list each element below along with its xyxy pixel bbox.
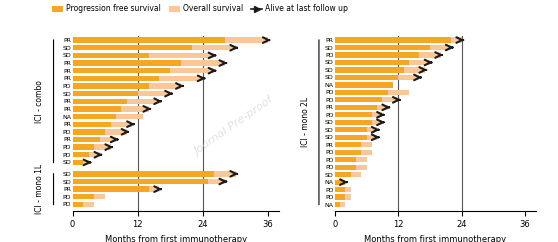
Bar — [335, 82, 393, 88]
Bar — [335, 105, 377, 110]
Bar — [335, 90, 388, 95]
Bar — [73, 53, 214, 58]
Bar — [335, 97, 398, 102]
Bar — [335, 112, 382, 117]
Bar — [335, 45, 451, 50]
Text: Journal Pre-proof: Journal Pre-proof — [193, 95, 276, 157]
Bar — [335, 195, 345, 200]
X-axis label: Months from first immunotherapy: Months from first immunotherapy — [105, 235, 247, 242]
Bar — [73, 187, 160, 192]
Bar — [73, 179, 208, 184]
Bar — [335, 105, 388, 110]
Bar — [73, 187, 148, 192]
Bar — [335, 75, 420, 80]
Bar — [73, 152, 100, 158]
Bar — [335, 157, 356, 162]
Bar — [335, 142, 361, 147]
Bar — [73, 129, 127, 135]
Bar — [335, 97, 382, 102]
Bar — [73, 60, 225, 66]
Text: ICI - mono 2L: ICI - mono 2L — [301, 97, 310, 147]
Bar — [73, 171, 235, 176]
Bar — [73, 98, 160, 104]
Bar — [335, 120, 372, 125]
Bar — [73, 38, 268, 43]
Bar — [335, 45, 430, 50]
Bar — [73, 76, 203, 81]
Bar — [73, 171, 214, 176]
Bar — [335, 142, 372, 147]
Bar — [73, 68, 214, 73]
Bar — [73, 144, 94, 150]
Bar — [73, 202, 83, 207]
Bar — [73, 76, 160, 81]
Bar — [73, 129, 105, 135]
Bar — [73, 114, 116, 119]
Bar — [335, 135, 367, 140]
Bar — [73, 106, 148, 112]
Bar — [73, 60, 181, 66]
Bar — [73, 98, 127, 104]
Bar — [335, 75, 398, 80]
Bar — [73, 91, 138, 96]
Bar — [335, 38, 461, 43]
Bar — [73, 83, 181, 89]
Bar — [73, 137, 100, 142]
Bar — [335, 150, 361, 155]
Bar — [335, 195, 350, 200]
Bar — [73, 194, 94, 199]
Bar — [73, 106, 122, 112]
Bar — [335, 120, 382, 125]
Bar — [73, 45, 235, 50]
Bar — [335, 150, 372, 155]
Bar — [73, 83, 148, 89]
Bar — [335, 67, 403, 73]
Bar — [73, 121, 132, 127]
Bar — [73, 121, 110, 127]
Bar — [335, 187, 350, 192]
Bar — [335, 157, 367, 162]
Legend: Progression free survival, Overall survival, Alive at last follow up: Progression free survival, Overall survi… — [49, 1, 352, 16]
Bar — [335, 82, 393, 88]
Bar — [335, 202, 345, 207]
Bar — [73, 144, 110, 150]
Bar — [335, 52, 440, 58]
Bar — [73, 152, 89, 158]
Bar — [335, 187, 345, 192]
Bar — [73, 137, 116, 142]
Bar — [73, 45, 192, 50]
Bar — [335, 127, 367, 132]
Bar — [335, 112, 372, 117]
Bar — [335, 90, 409, 95]
Bar — [335, 180, 345, 185]
Bar — [335, 60, 430, 65]
Bar — [335, 172, 350, 177]
Bar — [335, 165, 367, 170]
Bar — [73, 53, 148, 58]
Bar — [73, 160, 89, 165]
Bar — [335, 52, 420, 58]
X-axis label: Months from first immunotherapy: Months from first immunotherapy — [364, 235, 506, 242]
Bar — [335, 180, 345, 185]
Text: ICI - combo: ICI - combo — [36, 80, 45, 123]
Bar — [335, 165, 356, 170]
Text: ICI - mono 1L: ICI - mono 1L — [36, 164, 45, 214]
Bar — [335, 67, 425, 73]
Bar — [335, 135, 377, 140]
Bar — [335, 38, 451, 43]
Bar — [335, 60, 409, 65]
Bar — [335, 202, 340, 207]
Bar — [335, 172, 361, 177]
Bar — [335, 127, 377, 132]
Bar — [73, 194, 105, 199]
Bar — [73, 114, 143, 119]
Bar — [73, 38, 225, 43]
Bar — [73, 179, 225, 184]
Bar — [73, 202, 94, 207]
Bar — [73, 68, 170, 73]
Bar — [73, 160, 83, 165]
Bar — [73, 91, 170, 96]
